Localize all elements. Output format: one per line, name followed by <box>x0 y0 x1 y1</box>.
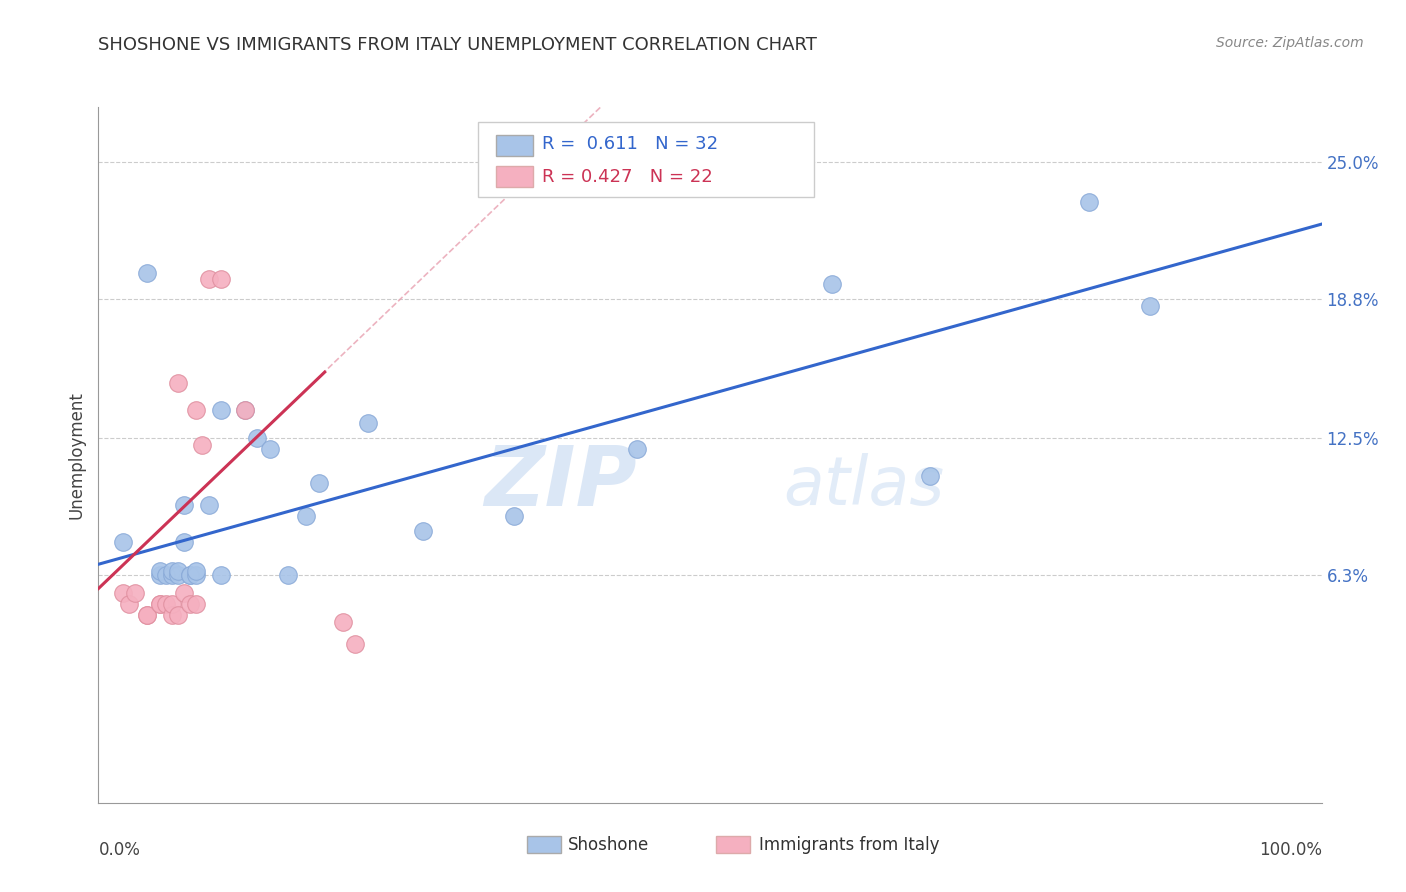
Point <box>186 402 208 417</box>
Point <box>344 637 367 651</box>
Text: ZIP: ZIP <box>484 442 637 524</box>
Point <box>626 442 648 457</box>
Point <box>173 498 195 512</box>
Point <box>209 272 232 286</box>
Point <box>118 597 141 611</box>
Point <box>167 568 190 582</box>
Point <box>136 266 159 280</box>
Point <box>111 535 134 549</box>
Point <box>167 564 190 578</box>
Point <box>233 402 256 417</box>
Point <box>186 568 208 582</box>
FancyBboxPatch shape <box>526 836 561 853</box>
Point <box>186 597 208 611</box>
Point <box>186 564 208 578</box>
Point <box>179 568 201 582</box>
Point <box>149 597 172 611</box>
Text: Source: ZipAtlas.com: Source: ZipAtlas.com <box>1216 36 1364 50</box>
Point <box>149 568 172 582</box>
Point <box>209 402 232 417</box>
Point <box>356 416 378 430</box>
Point <box>179 568 201 582</box>
Point <box>160 597 183 611</box>
Point <box>191 438 214 452</box>
Text: SHOSHONE VS IMMIGRANTS FROM ITALY UNEMPLOYMENT CORRELATION CHART: SHOSHONE VS IMMIGRANTS FROM ITALY UNEMPL… <box>98 36 817 54</box>
Point <box>308 475 330 490</box>
Point <box>233 402 256 417</box>
FancyBboxPatch shape <box>496 166 533 187</box>
Text: Shoshone: Shoshone <box>568 836 650 854</box>
Point <box>136 608 159 623</box>
Point <box>155 568 177 582</box>
Point <box>277 568 299 582</box>
Text: atlas: atlas <box>783 453 945 519</box>
FancyBboxPatch shape <box>478 122 814 197</box>
Point <box>167 376 190 391</box>
Point <box>160 608 183 623</box>
Point <box>111 586 134 600</box>
Y-axis label: Unemployment: Unemployment <box>67 391 86 519</box>
Point <box>1078 194 1101 209</box>
Point <box>149 597 172 611</box>
Point <box>246 431 269 445</box>
Text: R = 0.427   N = 22: R = 0.427 N = 22 <box>543 168 713 186</box>
Point <box>167 608 190 623</box>
FancyBboxPatch shape <box>496 135 533 156</box>
Text: 0.0%: 0.0% <box>98 841 141 859</box>
Point <box>295 508 318 523</box>
Point <box>821 277 844 291</box>
Point <box>197 272 219 286</box>
Point <box>259 442 281 457</box>
Point <box>332 615 354 629</box>
Point <box>160 564 183 578</box>
Point <box>155 597 177 611</box>
Point <box>412 524 434 538</box>
Point <box>173 586 195 600</box>
Text: 100.0%: 100.0% <box>1258 841 1322 859</box>
Point <box>209 568 232 582</box>
Point <box>124 586 146 600</box>
Point <box>1139 299 1161 313</box>
Point <box>197 498 219 512</box>
Text: Immigrants from Italy: Immigrants from Italy <box>759 836 939 854</box>
Point <box>149 564 172 578</box>
Point <box>179 597 201 611</box>
Point <box>173 535 195 549</box>
Point <box>136 608 159 623</box>
Text: R =  0.611   N = 32: R = 0.611 N = 32 <box>543 135 718 153</box>
Point <box>920 469 942 483</box>
FancyBboxPatch shape <box>716 836 751 853</box>
Point <box>503 508 526 523</box>
Point <box>160 568 183 582</box>
